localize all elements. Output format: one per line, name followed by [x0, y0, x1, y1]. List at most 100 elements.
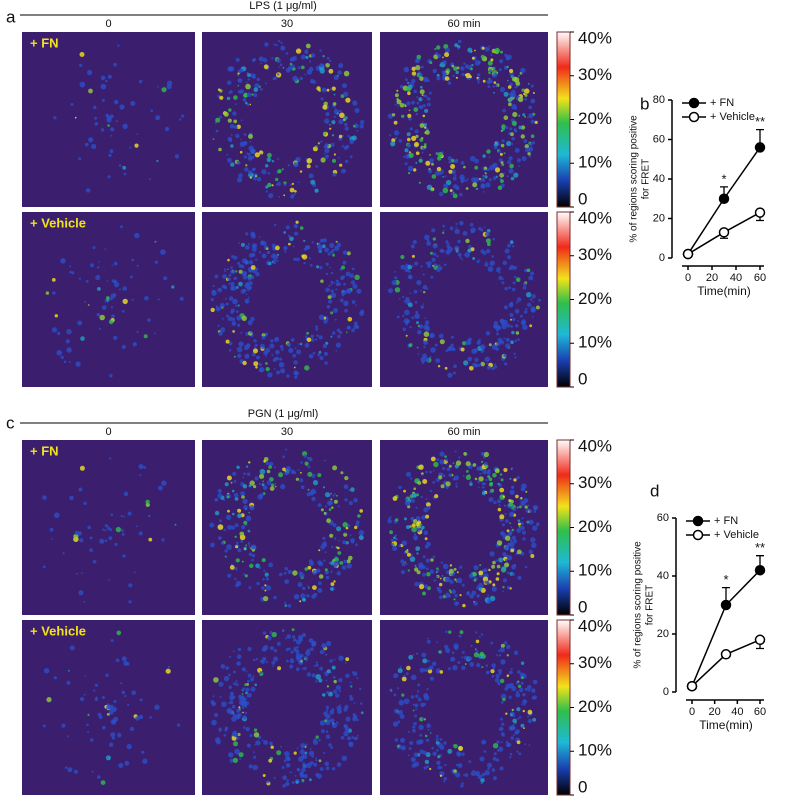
cell-dot: [486, 362, 488, 365]
cell-dot: [426, 287, 429, 290]
cell-dot: [351, 540, 355, 544]
cell-dot: [479, 651, 484, 657]
cell-dot: [315, 327, 319, 331]
cell-dot: [455, 460, 462, 466]
cell-dot: [474, 648, 477, 651]
cell-dot: [227, 118, 232, 123]
cell-dot: [523, 282, 527, 286]
cell-dot: [418, 464, 424, 470]
cell-dot: [250, 275, 255, 280]
cell-dot: [299, 478, 304, 483]
cell-dot: [310, 179, 316, 185]
cell-dot: [293, 162, 299, 168]
cell-dot: [214, 122, 217, 124]
cell-dot: [412, 728, 416, 733]
cell-dot: [505, 126, 509, 130]
cell-dot: [448, 473, 453, 477]
x-tick-label: 60: [754, 706, 766, 718]
cell-dot: [232, 512, 235, 516]
cell-dot: [265, 461, 270, 466]
cell-dot: [500, 701, 504, 704]
cell-dot: [330, 492, 333, 495]
cell-dot: [325, 575, 330, 580]
cell-dot: [354, 274, 360, 280]
cell-dot: [261, 647, 267, 652]
cell-dot: [522, 113, 526, 117]
cell-dot: [326, 640, 332, 647]
cell-dot: [524, 687, 528, 692]
cell-dot: [300, 655, 303, 658]
cell-dot: [297, 343, 300, 345]
cell-dot: [110, 127, 115, 132]
cell-dot: [154, 704, 160, 710]
cell-dot: [457, 39, 462, 44]
cell-dot: [499, 318, 504, 323]
cell-dot: [248, 586, 252, 589]
cell-dot: [241, 689, 245, 692]
cell-dot: [97, 287, 101, 291]
cell-dot: [457, 763, 463, 768]
cell-dot: [297, 66, 301, 70]
cell-dot: [510, 526, 513, 528]
cell-dot: [110, 513, 114, 516]
cell-dot: [416, 346, 419, 349]
cell-dot: [461, 782, 464, 785]
cell-dot: [236, 124, 241, 129]
cell-dot: [343, 300, 349, 306]
cell-dot: [302, 586, 306, 591]
cell-dot: [240, 69, 244, 72]
cell-dot: [480, 180, 482, 183]
cell-dot: [275, 245, 280, 251]
cell-dot: [394, 287, 401, 293]
cell-dot: [277, 73, 280, 76]
cell-dot: [243, 271, 247, 276]
cell-dot: [120, 225, 123, 229]
cell-dot: [421, 525, 425, 530]
cell-dot: [75, 572, 78, 575]
cell-dot: [232, 111, 237, 116]
cell-dot: [397, 668, 403, 674]
cell-dot: [230, 134, 233, 137]
cell-dot: [485, 238, 491, 244]
cell-dot: [520, 661, 525, 665]
cell-dot: [344, 498, 348, 502]
cell-dot: [341, 265, 345, 270]
cell-dot: [425, 514, 430, 519]
cell-dot: [411, 523, 416, 528]
cell-dot: [243, 155, 247, 159]
cell-dot: [225, 297, 227, 300]
cell-dot: [120, 528, 124, 533]
cell-dot: [405, 323, 408, 326]
cell-dot: [291, 781, 295, 784]
cell-dot: [497, 649, 501, 652]
cell-dot: [235, 558, 240, 563]
cell-dot: [218, 331, 223, 336]
cell-dot: [530, 271, 535, 276]
cell-dot: [252, 58, 257, 62]
cell-dot: [115, 120, 118, 123]
cell-dot: [481, 772, 486, 777]
cell-dot: [447, 372, 453, 378]
cell-dot: [491, 564, 496, 569]
cell-dot: [442, 229, 445, 232]
cell-dot: [455, 76, 458, 79]
cell-dot: [51, 538, 54, 540]
cell-dot: [277, 169, 282, 174]
cell-dot: [98, 327, 101, 330]
cell-dot: [512, 245, 515, 248]
cell-dot: [246, 92, 252, 97]
cell-dot: [502, 590, 505, 593]
cell-dot: [403, 489, 406, 493]
cell-dot: [237, 304, 240, 307]
cell-dot: [344, 661, 347, 664]
cell-dot: [429, 158, 435, 163]
cell-dot: [502, 734, 505, 737]
cell-dot: [237, 84, 240, 87]
cell-dot: [518, 687, 524, 693]
cell-dot: [329, 709, 335, 715]
cell-dot: [280, 41, 283, 44]
cell-dot: [344, 308, 348, 313]
cell-dot: [514, 339, 517, 343]
cell-dot: [356, 734, 359, 737]
cell-dot: [499, 647, 505, 653]
